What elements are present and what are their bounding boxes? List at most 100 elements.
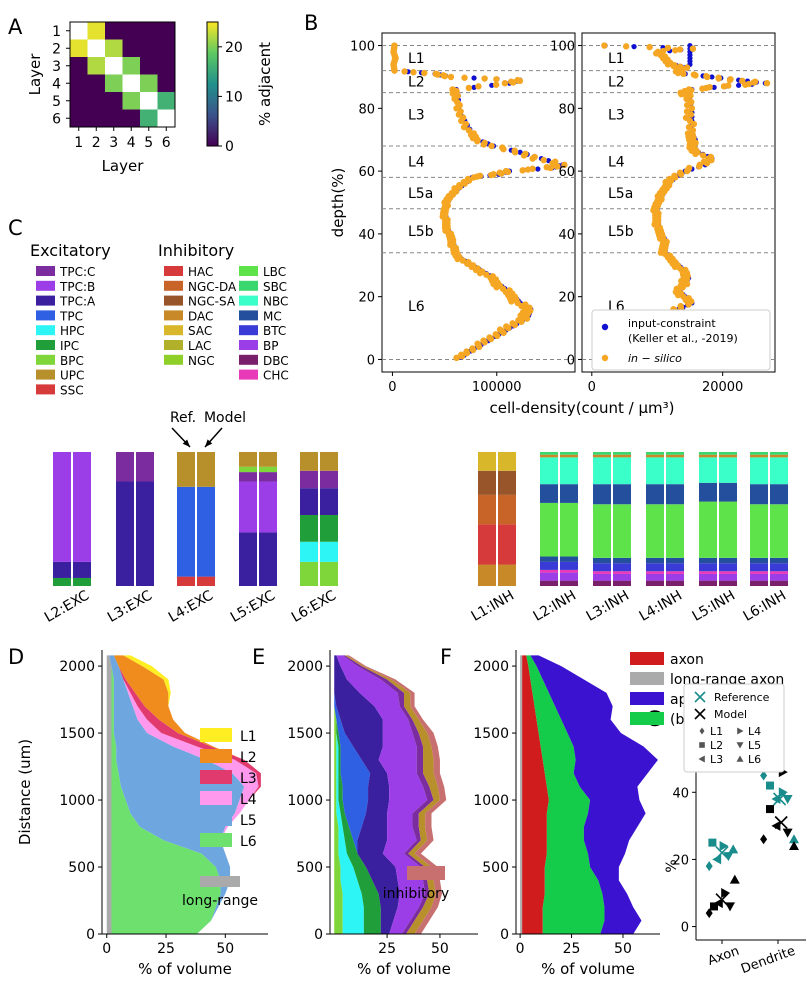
- y-tick-label: 40: [672, 786, 689, 801]
- y-tick-label: 5: [52, 94, 61, 110]
- in-silico-point: [763, 80, 771, 87]
- bar-label: L4:EXC: [166, 587, 216, 625]
- in-silico-point: [726, 76, 734, 84]
- stacked-bar-inhibitory: L5:INH: [690, 452, 738, 625]
- y-tick-label: 1500: [473, 726, 509, 742]
- y-tick-label: 80: [358, 102, 375, 117]
- marker-x: [774, 815, 788, 830]
- area-upc: [344, 655, 440, 934]
- heatmap-cell: [105, 39, 123, 58]
- y-tick-label: 20: [672, 853, 689, 868]
- in-silico-point: [456, 183, 464, 191]
- y-tick-label: 80: [558, 102, 575, 117]
- input-constraint-point: [535, 166, 541, 172]
- heatmap-cell: [157, 92, 176, 110]
- in-silico-point: [683, 101, 691, 109]
- in-silico-point: [410, 69, 417, 76]
- area--basal-dendrite: [526, 655, 605, 934]
- in-silico-point: [676, 46, 684, 53]
- area-hpc: [334, 655, 364, 934]
- stacked-bar-excitatory: L2:EXC: [42, 452, 92, 626]
- in-silico-point: [447, 73, 455, 81]
- marker-tri-right: [737, 727, 744, 735]
- input-constraint-point: [471, 75, 477, 81]
- in-silico-point: [683, 167, 691, 175]
- in-silico-point: [547, 164, 554, 172]
- in-silico-point: [601, 42, 608, 49]
- legend-swatch: [36, 310, 55, 321]
- marker-x: [694, 691, 706, 703]
- x-tick-label: 0: [516, 941, 525, 957]
- bar-label: L5:EXC: [228, 587, 278, 625]
- legend-label-layer: L4: [748, 725, 761, 738]
- x-tick-label: 1: [74, 135, 83, 151]
- legend-label: LAC: [188, 339, 211, 353]
- legend-swatch: [164, 354, 183, 365]
- density-axes-left: L1 L2 L3 L4 L5a L5b L6 0 20 40 60 80 100 0 100000: [350, 32, 576, 395]
- legend-swatch: [36, 266, 55, 276]
- legend-label: L2: [240, 750, 257, 766]
- in-silico-point: [742, 81, 749, 88]
- legend-label-layer: L1: [710, 725, 723, 738]
- y-tick-label: 20: [358, 291, 375, 306]
- heatmap-cell: [70, 57, 88, 75]
- in-silico-point: [685, 301, 692, 308]
- y-tick-label: 2000: [473, 659, 509, 675]
- in-silico-point: [720, 83, 728, 90]
- x-tick-label: 50: [614, 941, 632, 957]
- heatmap-cell: [87, 74, 106, 93]
- legend-label-layer: L2: [710, 739, 723, 752]
- area-ipc: [334, 655, 381, 934]
- bar-label: L3:EXC: [105, 587, 155, 625]
- legend-swatch: [36, 280, 55, 291]
- legend-swatch: [630, 672, 664, 685]
- legend-label: UPC: [60, 369, 84, 383]
- legend-swatch: [200, 749, 232, 763]
- legend-label: LBC: [263, 265, 286, 279]
- y-tick-label: 40: [558, 228, 575, 243]
- heatmap-cell: [140, 57, 158, 75]
- in-silico-point: [501, 80, 509, 87]
- marker-tri-down: [736, 742, 744, 749]
- y-tick-label: 1000: [287, 793, 323, 809]
- y-tick-label: 100: [350, 40, 375, 55]
- legend-label: NBC: [263, 295, 288, 309]
- x-tick-label: 5: [144, 135, 153, 151]
- layer-label: L5b: [408, 224, 434, 240]
- stacked-bar-excitatory: L6:EXC: [289, 452, 339, 626]
- legend-swatch: [200, 833, 232, 847]
- heatmap-cell: [122, 22, 141, 40]
- y-tick-label: 1: [52, 24, 61, 40]
- in-silico-point: [473, 138, 481, 145]
- legend-label: CHC: [263, 369, 289, 383]
- layer-label: L4: [408, 155, 425, 171]
- in-silico-point: [505, 324, 512, 332]
- legend-swatch: [239, 369, 258, 380]
- stacked-bar-excitatory: L5:EXC: [228, 452, 278, 626]
- legend-swatch: [630, 712, 664, 725]
- bar-label: L2:EXC: [42, 587, 92, 625]
- legend-label: TPC:C: [59, 265, 95, 279]
- heatmap-frame: [69, 21, 176, 128]
- in-silico-point: [674, 291, 682, 299]
- x-tick-label: 0: [588, 380, 596, 395]
- in-silico-point: [481, 338, 488, 346]
- in-silico-point: [690, 120, 698, 128]
- in-silico-point: [434, 71, 441, 78]
- stacked-bar-excitatory: L3:EXC: [105, 452, 155, 626]
- in-silico-point: [492, 81, 500, 88]
- in-silico-point: [487, 335, 495, 343]
- heatmap-cell: [70, 39, 88, 58]
- x-tick-label: 2: [92, 135, 101, 151]
- in-silico-point: [475, 83, 482, 90]
- y-tick-label: 2000: [287, 659, 323, 675]
- y-tick-label: 0: [500, 927, 509, 943]
- in-silico-point: [465, 84, 473, 92]
- in-silico-point: [520, 152, 528, 159]
- y-tick-label: 6: [52, 111, 61, 127]
- in-silico-point: [500, 145, 507, 153]
- in-silico-point: [458, 353, 466, 360]
- heatmap-cell: [105, 57, 123, 75]
- in-silico-point: [463, 349, 471, 357]
